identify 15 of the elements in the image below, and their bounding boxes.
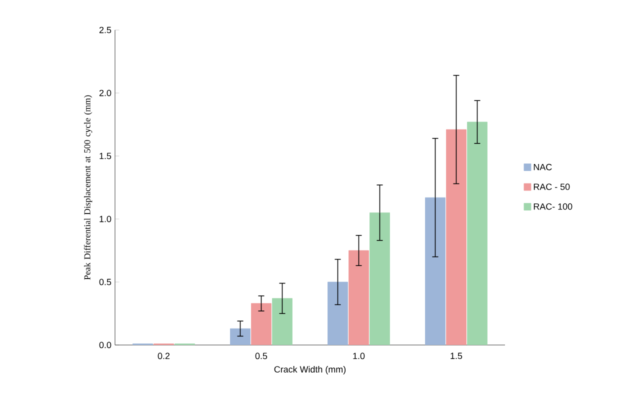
y-tick-label: 1.0 (100, 216, 112, 222)
y-tick-label: 0.5 (99, 278, 112, 286)
y-tick-label: 2.0 (99, 90, 112, 96)
legend-label: RAC- 100 (534, 203, 572, 210)
x-tick-label: 1.0 (353, 352, 365, 360)
y-axis-title: Peak Differential Displacement at 500 cycle (mm) (84, 95, 92, 280)
legend-label: NAC (534, 164, 552, 170)
x-tick-label: 0.2 (158, 352, 170, 360)
legend-label: RAC - 50 (534, 184, 570, 190)
y-tick-label: 1.5 (100, 152, 112, 160)
x-axis-title: Crack Width (mm) (274, 366, 346, 374)
y-tick-label: 0.0 (99, 342, 112, 348)
x-tick-label: 1.5 (450, 352, 462, 360)
x-tick-label: 0.5 (255, 352, 268, 360)
y-tick-label: 2.5 (99, 26, 112, 34)
